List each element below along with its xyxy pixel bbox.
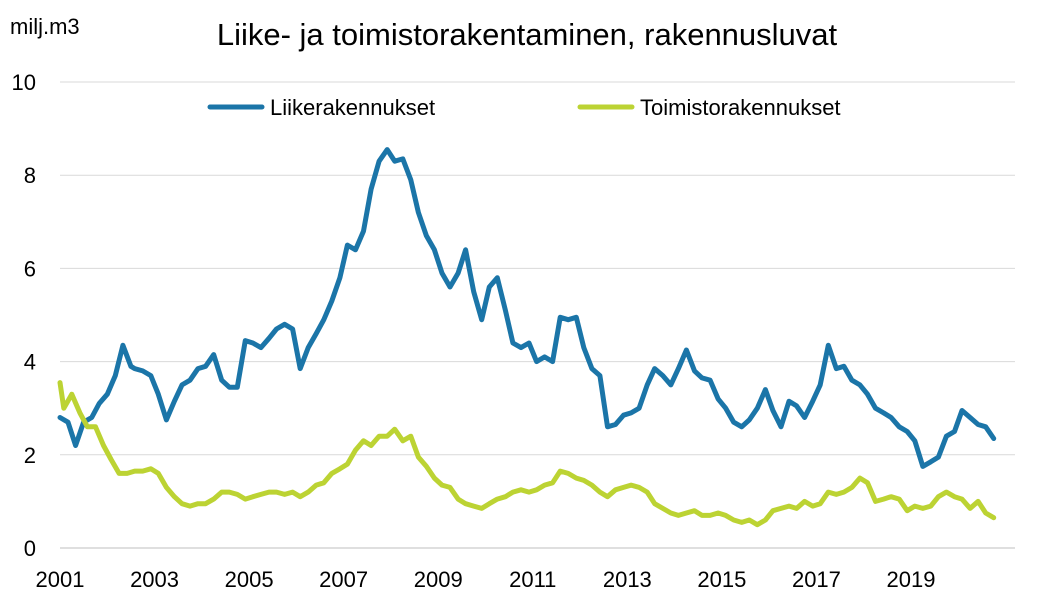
series-line-2	[57, 380, 997, 528]
y-tick-label: 8	[24, 163, 36, 188]
x-tick-label: 2005	[225, 567, 274, 592]
x-tick-label: 2009	[414, 567, 463, 592]
y-tick-label: 0	[24, 536, 36, 561]
x-tick-label: 2011	[509, 567, 556, 592]
x-tick-label: 2013	[603, 567, 652, 592]
x-tick-label: 2015	[697, 567, 746, 592]
legend: Liikerakennukset Toimistorakennukset	[207, 95, 841, 120]
y-axis-unit-label: milj.m3	[10, 14, 80, 39]
x-tick-label: 2007	[319, 567, 368, 592]
x-axis-ticks: 2001 2003 2005 2007 2009 2011 2013 2015 2017 2019	[36, 567, 936, 592]
x-tick-label: 2001	[36, 567, 85, 592]
series-line-1	[57, 147, 997, 469]
x-tick-label: 2003	[130, 567, 179, 592]
x-tick-label: 2019	[887, 567, 936, 592]
y-tick-label: 10	[12, 70, 36, 95]
gridlines	[60, 81, 1015, 549]
y-tick-label: 4	[24, 350, 36, 375]
series-lines	[57, 147, 997, 528]
y-tick-label: 2	[24, 443, 36, 468]
chart-title: Liike- ja toimistorakentaminen, rakennus…	[217, 17, 838, 52]
legend-label-1: Liikerakennukset	[270, 95, 435, 120]
y-tick-label: 6	[24, 256, 36, 281]
y-axis-ticks: 0 2 4 6 8 10	[12, 70, 36, 561]
legend-label-2: Toimistorakennukset	[640, 95, 841, 120]
x-tick-label: 2017	[792, 567, 841, 592]
